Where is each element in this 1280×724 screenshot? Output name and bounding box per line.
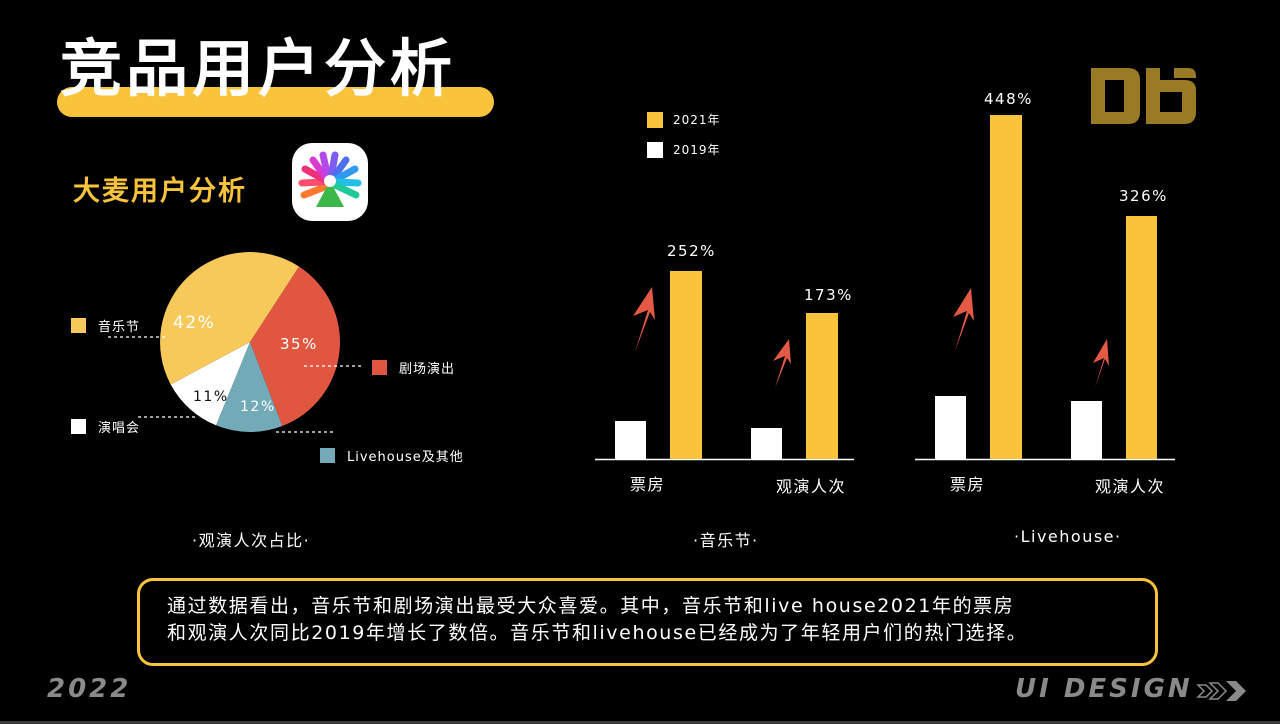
legend-music-festival: 音乐节 — [71, 316, 140, 335]
db-logo — [1091, 68, 1196, 124]
music-festival-bar-chart — [595, 271, 854, 461]
growth-arrow-icon — [633, 287, 655, 352]
growth-label-music-boxoffice: 252% — [667, 242, 716, 260]
category-label: 票房 — [950, 475, 986, 494]
bar-music-boxoffice-2019 — [615, 421, 646, 459]
category-label: 票房 — [630, 475, 666, 494]
pie-label-music-festival: 42% — [173, 313, 216, 333]
legend-swatch — [71, 318, 86, 333]
growth-label-music-attendance: 173% — [804, 286, 853, 304]
damai-app-icon — [292, 143, 368, 221]
legend-label: 剧场演出 — [399, 362, 456, 377]
pie-label-theater: 35% — [280, 335, 318, 353]
legend-2021: 2021年 — [647, 111, 721, 128]
footer-brand: UI DESIGN — [1015, 674, 1193, 704]
livehouse-caption: ·Livehouse· — [1014, 527, 1122, 546]
legend-label: 2019年 — [673, 143, 721, 157]
growth-arrow-icon — [1093, 339, 1109, 388]
bar-music-attendance-2021 — [806, 313, 838, 459]
legend-concert: 演唱会 — [71, 417, 140, 436]
bar-livehouse-boxoffice-2021 — [990, 115, 1022, 459]
pie-label-concert: 11% — [193, 389, 229, 405]
summary-line-1: 通过数据看出，音乐节和剧场演出最受大众喜爱。其中，音乐节和live house2… — [167, 595, 1015, 617]
section-subtitle: 大麦用户分析 — [73, 176, 247, 207]
summary-box — [137, 578, 1158, 666]
livehouse-bar-chart — [915, 115, 1175, 461]
growth-arrow-icon — [953, 288, 974, 351]
legend-swatch — [647, 141, 663, 158]
summary-line-2: 和观演人次同比2019年增长了数倍。音乐节和livehouse已经成为了年轻用户… — [167, 622, 1028, 644]
legend-label: Livehouse及其他 — [347, 450, 464, 465]
legend-swatch — [320, 448, 335, 463]
pie-slice-music-festival — [160, 252, 299, 385]
legend-2019: 2019年 — [647, 141, 721, 158]
growth-label-livehouse-boxoffice: 448% — [984, 90, 1033, 108]
category-label: 观演人次 — [1095, 477, 1166, 496]
pie-caption: ·观演人次占比· — [192, 531, 311, 550]
bar-livehouse-boxoffice-2019 — [935, 396, 966, 459]
category-label: 观演人次 — [776, 477, 847, 496]
bar-music-attendance-2019 — [751, 428, 782, 459]
pie-label-livehouse: 12% — [240, 399, 276, 415]
pie-slice-theater — [250, 266, 341, 426]
legend-swatch — [647, 111, 663, 128]
bar-music-boxoffice-2021 — [670, 271, 702, 459]
page-title: 竞品用户分析 — [60, 32, 457, 105]
legend-label: 演唱会 — [98, 421, 141, 436]
growth-arrow-icon — [773, 339, 791, 388]
legend-label: 音乐节 — [98, 320, 141, 335]
legend-swatch — [372, 360, 387, 375]
legend-label: 2021年 — [673, 113, 721, 127]
pie-chart — [160, 252, 341, 432]
footer-year: 2022 — [47, 674, 132, 704]
legend-swatch — [71, 419, 86, 434]
title-highlight-bar — [57, 87, 494, 117]
growth-label-livehouse-attendance: 326% — [1119, 187, 1168, 205]
legend-theater: 剧场演出 — [372, 358, 455, 377]
bottom-divider — [0, 721, 1280, 724]
pie-slice-concert — [170, 342, 250, 426]
peacock-icon — [298, 151, 362, 207]
bar-livehouse-attendance-2019 — [1071, 401, 1102, 459]
bar-livehouse-attendance-2021 — [1126, 216, 1157, 459]
triple-chevron-right-icon — [1196, 681, 1246, 701]
summary-text: 通过数据看出，音乐节和剧场演出最受大众喜爱。其中，音乐节和live house2… — [167, 593, 1027, 647]
legend-livehouse: Livehouse及其他 — [320, 446, 464, 465]
pie-slice-livehouse — [216, 342, 283, 432]
music-festival-caption: ·音乐节· — [693, 531, 759, 550]
